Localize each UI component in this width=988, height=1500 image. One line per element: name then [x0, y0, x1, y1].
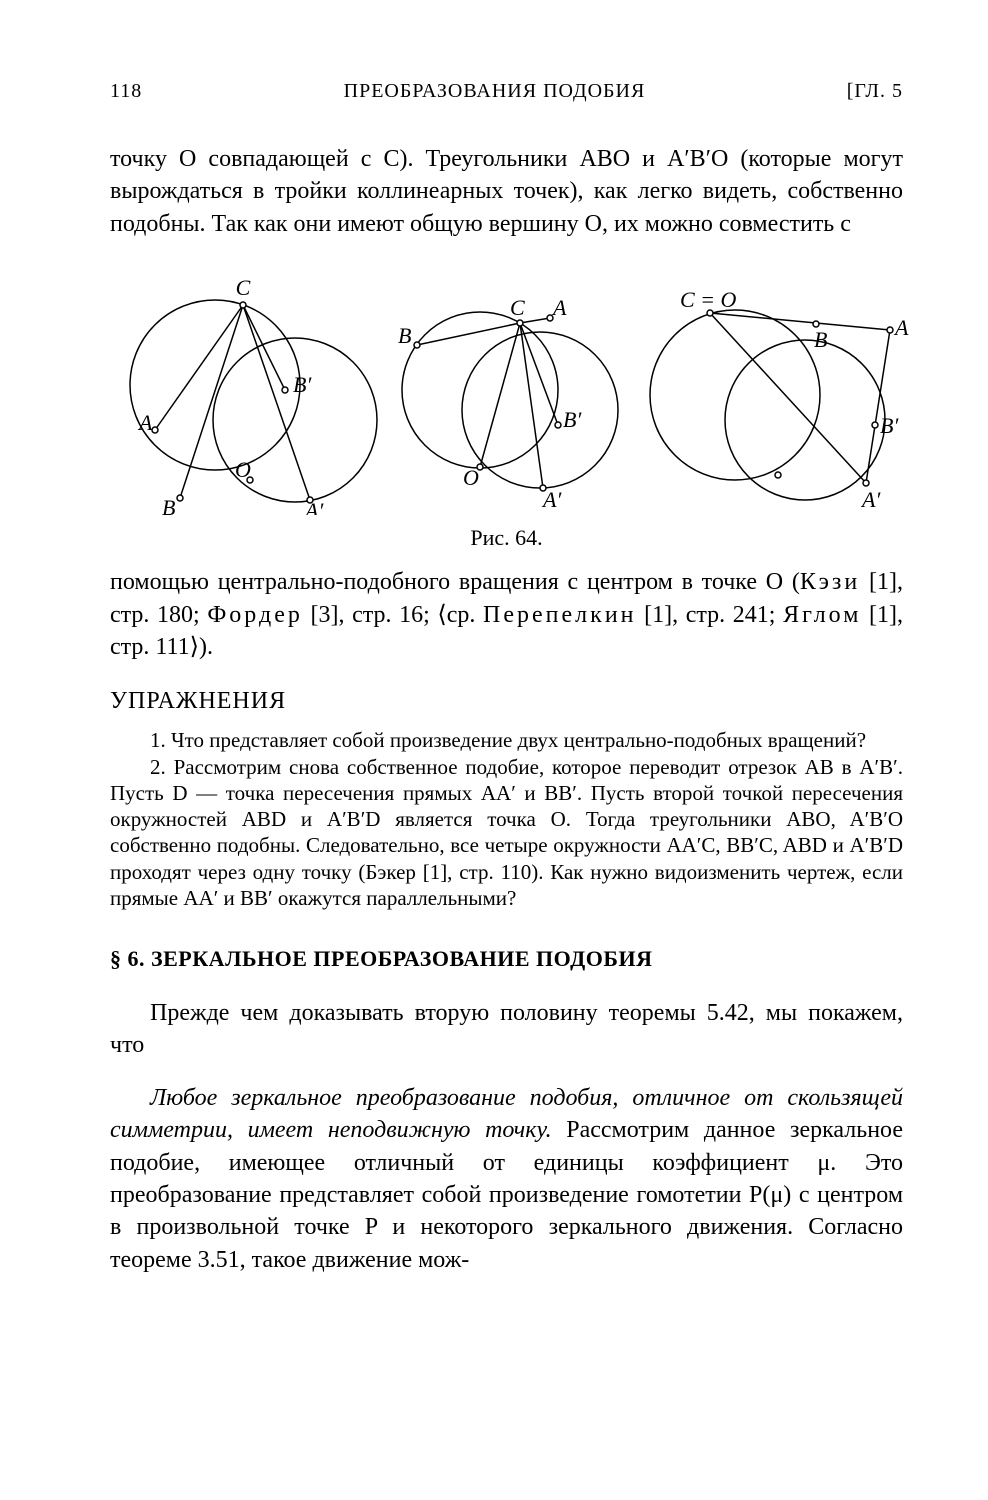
svg-text:C: C	[236, 275, 251, 300]
svg-text:B′: B′	[563, 407, 582, 432]
section-6-para1: Прежде чем доказывать вторую половину те…	[110, 997, 903, 1062]
header-title: ПРЕОБРАЗОВАНИЯ ПОДОБИЯ	[142, 80, 846, 103]
svg-text:B: B	[398, 323, 411, 348]
section-6-theorem-para: Любое зеркальное преобразование подобия,…	[110, 1082, 903, 1276]
exercise-1: 1. Что представляет собой произведение д…	[110, 727, 903, 753]
exercises-heading: УПРАЖНЕНИЯ	[110, 688, 903, 715]
figure-caption: Рис. 64.	[110, 525, 903, 551]
svg-text:C: C	[510, 295, 525, 320]
svg-text:B: B	[162, 495, 175, 515]
paragraph-1: точку O совпадающей с C). Треугольники A…	[110, 143, 903, 240]
svg-text:B′: B′	[293, 372, 312, 397]
svg-text:A: A	[893, 315, 909, 340]
svg-text:B: B	[814, 327, 827, 352]
svg-text:B′: B′	[880, 413, 899, 438]
svg-text:C = O: C = O	[680, 287, 737, 312]
figure-64: C A B′ B O A′	[110, 265, 903, 551]
page-number: 118	[110, 80, 142, 103]
paragraph-2: помощью центрально-подобного вращения с …	[110, 566, 903, 663]
svg-text:A′: A′	[860, 487, 881, 512]
svg-text:O: O	[235, 457, 251, 482]
svg-text:A′: A′	[541, 487, 562, 512]
chapter-marker: [ГЛ. 5	[847, 80, 903, 103]
svg-text:O: O	[463, 465, 479, 490]
svg-text:A: A	[551, 295, 567, 320]
svg-text:A: A	[137, 410, 153, 435]
section-6-heading: § 6. ЗЕРКАЛЬНОЕ ПРЕОБРАЗОВАНИЕ ПОДОБИЯ	[110, 946, 903, 972]
svg-text:A′: A′	[303, 498, 324, 515]
page-header: 118 ПРЕОБРАЗОВАНИЯ ПОДОБИЯ [ГЛ. 5	[110, 80, 903, 103]
exercise-2: 2. Рассмотрим снова собственное подобие,…	[110, 754, 903, 912]
